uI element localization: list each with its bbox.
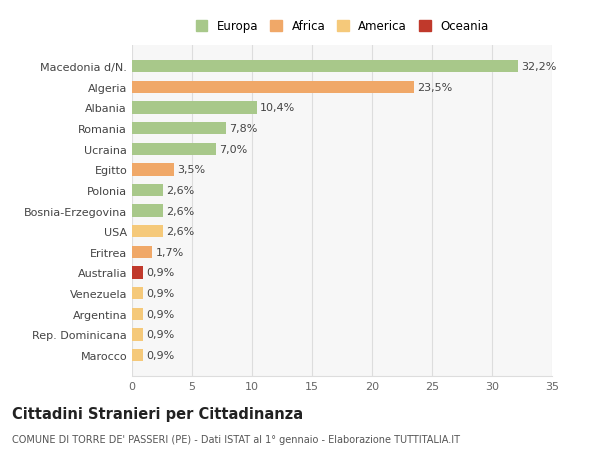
Text: COMUNE DI TORRE DE' PASSERI (PE) - Dati ISTAT al 1° gennaio - Elaborazione TUTTI: COMUNE DI TORRE DE' PASSERI (PE) - Dati … <box>12 434 460 444</box>
Bar <box>132 164 174 176</box>
Bar <box>132 102 257 114</box>
Bar <box>132 185 163 197</box>
Text: 1,7%: 1,7% <box>155 247 184 257</box>
Bar <box>132 82 414 94</box>
Bar <box>132 123 226 135</box>
Bar <box>132 225 163 238</box>
Text: 0,9%: 0,9% <box>146 268 174 278</box>
Text: 10,4%: 10,4% <box>260 103 295 113</box>
Bar <box>132 349 143 361</box>
Bar <box>132 143 216 156</box>
Text: 0,9%: 0,9% <box>146 350 174 360</box>
Text: 0,9%: 0,9% <box>146 330 174 340</box>
Bar <box>132 267 143 279</box>
Text: 23,5%: 23,5% <box>417 83 452 93</box>
Text: 7,0%: 7,0% <box>219 145 247 154</box>
Text: 7,8%: 7,8% <box>229 124 257 134</box>
Text: 2,6%: 2,6% <box>166 185 194 196</box>
Bar <box>132 329 143 341</box>
Text: 0,9%: 0,9% <box>146 288 174 298</box>
Text: Cittadini Stranieri per Cittadinanza: Cittadini Stranieri per Cittadinanza <box>12 406 303 421</box>
Text: 2,6%: 2,6% <box>166 227 194 237</box>
Legend: Europa, Africa, America, Oceania: Europa, Africa, America, Oceania <box>196 21 488 34</box>
Text: 2,6%: 2,6% <box>166 206 194 216</box>
Bar <box>132 205 163 217</box>
Bar <box>132 61 518 73</box>
Bar <box>132 287 143 300</box>
Bar <box>132 246 152 258</box>
Text: 3,5%: 3,5% <box>177 165 205 175</box>
Text: 0,9%: 0,9% <box>146 309 174 319</box>
Text: 32,2%: 32,2% <box>521 62 557 72</box>
Bar <box>132 308 143 320</box>
